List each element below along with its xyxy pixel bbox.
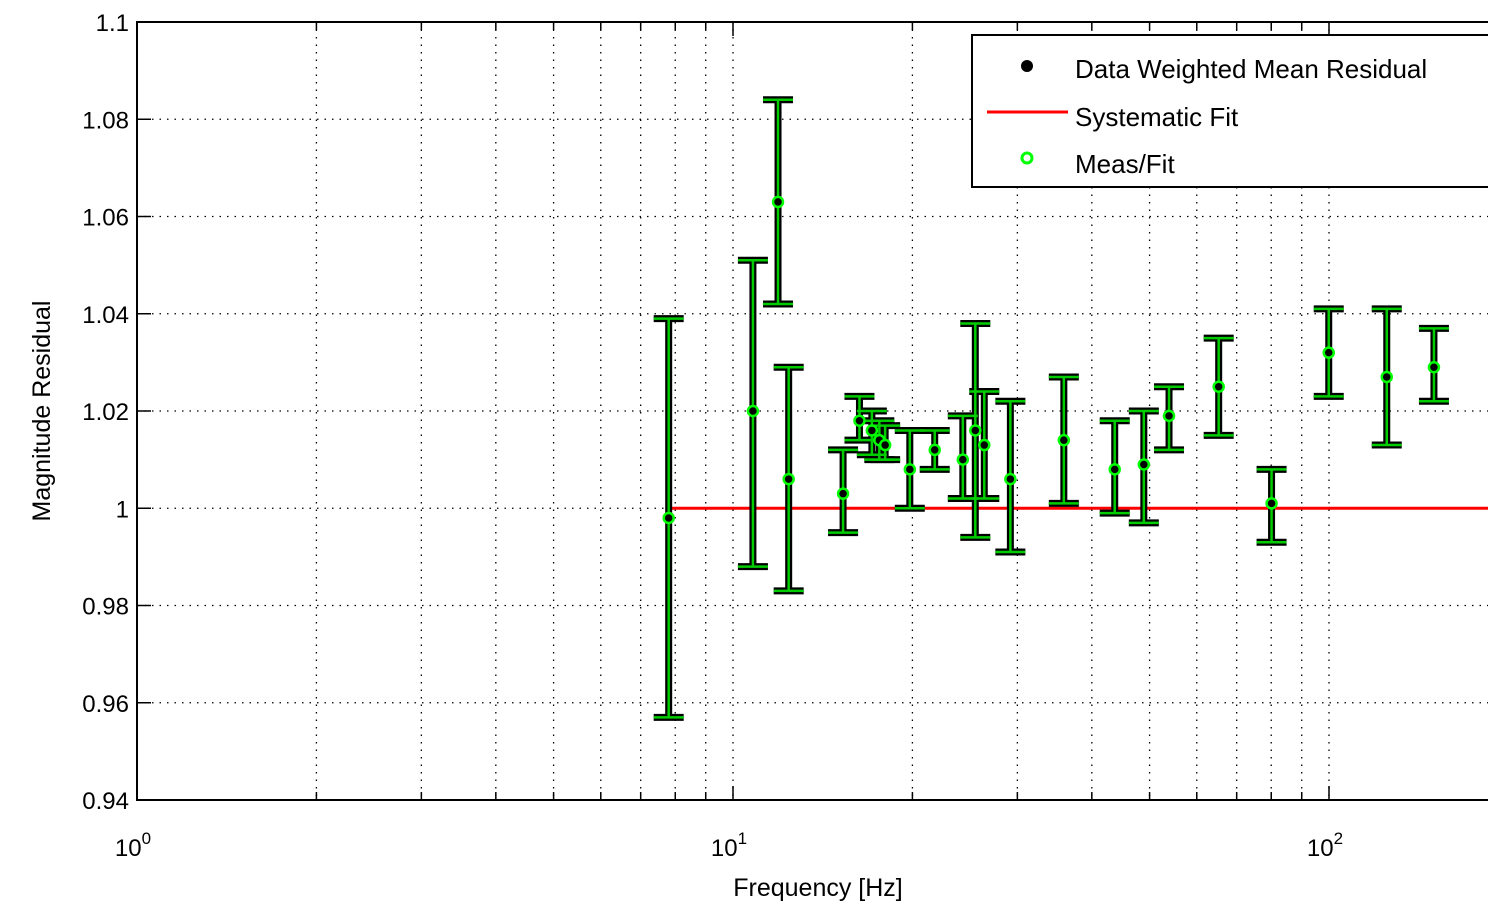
meas-fit-point bbox=[662, 511, 675, 525]
weighted-mean-point bbox=[748, 406, 758, 416]
legend-label-data-weighted-mean: Data Weighted Mean Residual bbox=[1075, 54, 1427, 84]
weighted-mean-point bbox=[1139, 459, 1149, 469]
meas-fit-point bbox=[1322, 346, 1335, 359]
y-tick-label: 1.08 bbox=[82, 107, 129, 134]
meas-fit-point bbox=[878, 438, 892, 452]
y-tick-label: 0.96 bbox=[82, 691, 129, 718]
weighted-mean-point bbox=[1059, 435, 1069, 445]
y-tick-label: 1.04 bbox=[82, 302, 129, 329]
weighted-mean-point bbox=[958, 455, 968, 465]
meas-fit-point bbox=[1380, 370, 1394, 384]
x-axis-label: Frequency [Hz] bbox=[733, 874, 903, 902]
weighted-mean-point bbox=[664, 513, 674, 523]
meas-fit-point bbox=[1427, 360, 1441, 374]
y-tick-label: 0.98 bbox=[82, 594, 129, 621]
x-tick-label-exponent: 1 bbox=[738, 829, 747, 848]
meas-fit-point bbox=[771, 195, 785, 209]
meas-fit-point bbox=[1137, 458, 1151, 471]
meas-fit-point bbox=[853, 414, 866, 427]
meas-fit-point bbox=[956, 453, 970, 466]
legend: Data Weighted Mean Residual Systematic F… bbox=[971, 34, 1488, 188]
meas-fit-point bbox=[1004, 472, 1017, 486]
weighted-mean-point bbox=[773, 197, 783, 207]
x-tick-label-base: 10 bbox=[711, 835, 738, 862]
x-tick-label: 101 bbox=[711, 829, 747, 862]
legend-label-systematic-fit: Systematic Fit bbox=[1075, 102, 1239, 132]
meas-fit-point bbox=[1265, 497, 1278, 510]
weighted-mean-point bbox=[1005, 474, 1015, 484]
weighted-mean-point bbox=[1214, 382, 1224, 392]
meas-fit-point bbox=[1108, 463, 1121, 476]
meas-fit-point bbox=[782, 472, 795, 486]
meas-fit-point bbox=[903, 463, 917, 476]
x-tick-label: 100 bbox=[115, 829, 151, 862]
legend-marker-data-weighted-mean bbox=[1021, 60, 1033, 72]
weighted-mean-point bbox=[1382, 372, 1392, 382]
meas-fit-point bbox=[1057, 433, 1071, 447]
meas-fit-point bbox=[836, 487, 850, 500]
y-axis-label: Magnitude Residual bbox=[28, 301, 56, 522]
weighted-mean-point bbox=[784, 474, 794, 484]
x-tick-label: 102 bbox=[1307, 829, 1343, 862]
meas-fit-point bbox=[746, 404, 760, 418]
meas-fit-point bbox=[1162, 409, 1176, 423]
weighted-mean-point bbox=[1164, 411, 1174, 421]
markers bbox=[662, 195, 1441, 525]
weighted-mean-point bbox=[979, 440, 989, 450]
y-tick-labels: 0.94 0.96 0.98 1 1.02 1.04 1.06 1.08 1.1 bbox=[82, 10, 129, 815]
legend-label-meas-fit: Meas/Fit bbox=[1075, 149, 1175, 179]
weighted-mean-point bbox=[930, 445, 940, 455]
weighted-mean-point bbox=[1429, 362, 1439, 372]
weighted-mean-point bbox=[867, 425, 877, 435]
meas-fit-point bbox=[865, 424, 879, 437]
x-tick-label-base: 10 bbox=[1307, 835, 1334, 862]
y-tick-label: 0.94 bbox=[82, 788, 129, 815]
y-tick-label: 1.02 bbox=[82, 399, 129, 426]
y-tick-label: 1.06 bbox=[82, 205, 129, 232]
meas-fit-point bbox=[969, 424, 982, 437]
x-tick-labels: 100 101 102 bbox=[115, 829, 1343, 862]
weighted-mean-point bbox=[854, 416, 864, 426]
meas-fit-point bbox=[978, 438, 991, 452]
plot-frame bbox=[136, 21, 1488, 801]
y-tick-label: 1.1 bbox=[96, 10, 129, 37]
weighted-mean-point bbox=[905, 464, 915, 474]
weighted-mean-point bbox=[1324, 348, 1334, 358]
weighted-mean-point bbox=[1110, 464, 1120, 474]
x-tick-label-exponent: 2 bbox=[1334, 829, 1343, 848]
weighted-mean-point bbox=[880, 440, 890, 450]
weighted-mean-point bbox=[970, 425, 980, 435]
meas-fit-point bbox=[1212, 380, 1225, 393]
x-tick-label-base: 10 bbox=[115, 835, 142, 862]
legend-marker-meas-fit bbox=[1020, 151, 1034, 165]
x-tick-label-exponent: 0 bbox=[142, 829, 151, 848]
y-tick-label: 1 bbox=[116, 496, 129, 523]
meas-fit-point bbox=[928, 443, 941, 457]
weighted-mean-point bbox=[1267, 498, 1277, 508]
weighted-mean-point bbox=[838, 489, 848, 499]
